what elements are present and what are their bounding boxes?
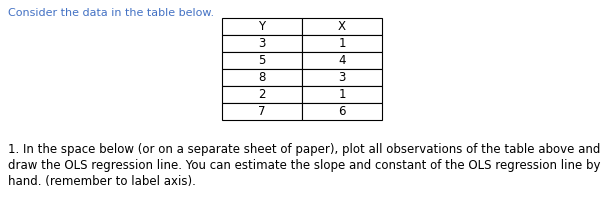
- Text: 1: 1: [338, 37, 345, 50]
- Text: 2: 2: [258, 88, 266, 101]
- Bar: [222, 86, 302, 103]
- Bar: [302, 86, 382, 103]
- Text: 3: 3: [338, 71, 345, 84]
- Text: 8: 8: [258, 71, 266, 84]
- Text: X: X: [338, 20, 346, 33]
- Bar: [302, 103, 382, 120]
- Text: 7: 7: [258, 105, 266, 118]
- Bar: [302, 69, 382, 86]
- Bar: [222, 103, 302, 120]
- Bar: [222, 18, 302, 35]
- Bar: [302, 18, 382, 35]
- Bar: [302, 52, 382, 69]
- Text: 3: 3: [258, 37, 266, 50]
- Text: Consider the data in the table below.: Consider the data in the table below.: [8, 8, 214, 18]
- Text: 1: 1: [338, 88, 345, 101]
- Text: 1. In the space below (or on a separate sheet of paper), plot all observations o: 1. In the space below (or on a separate …: [8, 143, 600, 156]
- Text: draw the OLS regression line. You can estimate the slope and constant of the OLS: draw the OLS regression line. You can es…: [8, 159, 601, 172]
- Bar: [222, 35, 302, 52]
- Bar: [222, 69, 302, 86]
- Text: 4: 4: [338, 54, 345, 67]
- Bar: [222, 52, 302, 69]
- Text: 6: 6: [338, 105, 345, 118]
- Text: 5: 5: [258, 54, 266, 67]
- Text: hand. (remember to label axis).: hand. (remember to label axis).: [8, 175, 196, 188]
- Text: Y: Y: [258, 20, 266, 33]
- Bar: [302, 35, 382, 52]
